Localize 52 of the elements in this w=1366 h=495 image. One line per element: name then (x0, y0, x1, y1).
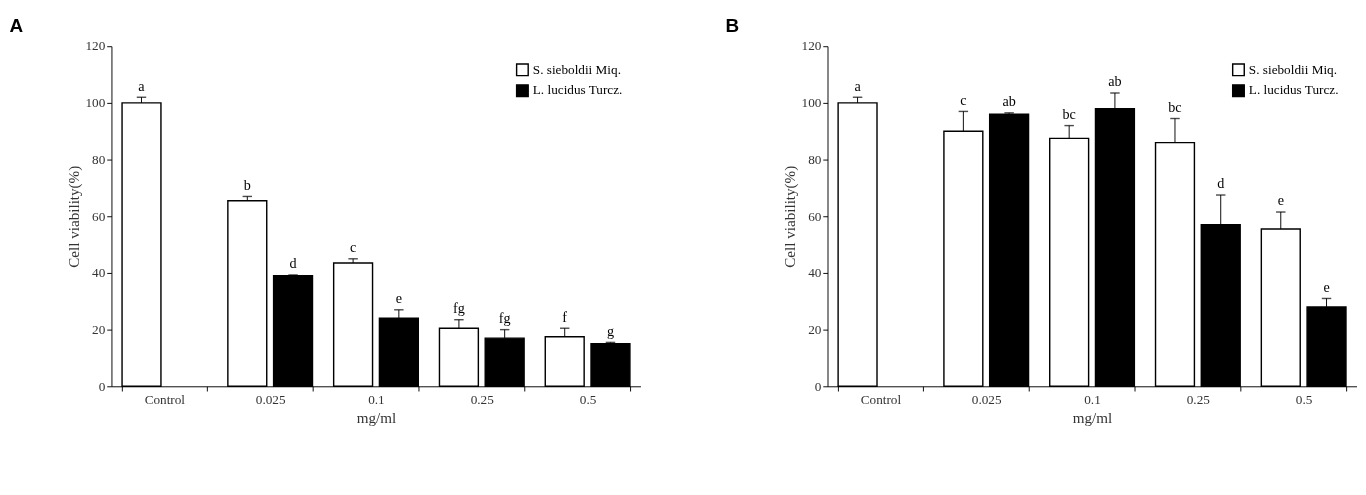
y-tick-label: 40 (808, 265, 822, 281)
x-tick-label: 0.5 (1295, 391, 1313, 407)
y-tick-label: 20 (92, 321, 106, 337)
data-label: d (1217, 175, 1225, 192)
y-axis-title: Cell viability(%) (65, 165, 83, 268)
y-axis-title: Cell viability(%) (781, 165, 799, 268)
legend-label: L. lucidus Turcz. (1248, 82, 1339, 98)
data-label: a (138, 77, 146, 94)
data-label: fg (453, 300, 465, 317)
chart-title: A (9, 15, 24, 37)
data-label: b (243, 176, 251, 193)
y-tick-label: 60 (808, 208, 822, 224)
y-tick-label: 100 (801, 95, 822, 111)
y-tick-label: 40 (92, 265, 106, 281)
data-label: bc (1168, 98, 1182, 115)
data-label: ab (1108, 73, 1122, 90)
data-label: bc (1062, 105, 1076, 122)
x-tick-label: 0.025 (971, 391, 1002, 407)
x-axis-title: mg/ml (356, 409, 397, 426)
x-tick-label: 0.1 (368, 391, 385, 407)
data-label: c (960, 91, 967, 108)
data-label: g (606, 322, 614, 339)
x-axis-title: mg/ml (1072, 409, 1113, 426)
y-tick-label: 80 (92, 151, 106, 167)
x-tick-label: Control (860, 391, 902, 407)
data-label: fg (498, 310, 511, 327)
x-tick-label: Control (144, 391, 186, 407)
data-label: c (349, 239, 357, 256)
y-tick-label: 120 (801, 38, 822, 54)
x-tick-label: 0.5 (579, 391, 597, 407)
y-tick-label: 100 (85, 95, 106, 111)
y-tick-label: 0 (814, 378, 822, 394)
legend-label: S. sieboldii Miq. (1248, 61, 1337, 77)
y-tick-label: 60 (92, 208, 106, 224)
y-tick-label: 80 (808, 151, 822, 167)
x-tick-label: 0.1 (1084, 391, 1101, 407)
data-label: e (1277, 192, 1284, 209)
data-label: e (395, 290, 403, 307)
data-label: e (1323, 278, 1330, 295)
y-tick-label: 120 (85, 38, 106, 54)
chart-title: B (725, 15, 740, 37)
data-label: ab (1002, 93, 1016, 110)
x-tick-label: 0.25 (470, 391, 495, 407)
data-label: f (562, 308, 568, 325)
y-tick-label: 0 (98, 378, 106, 394)
x-tick-label: 0.25 (1186, 391, 1211, 407)
x-tick-label: 0.025 (255, 391, 286, 407)
legend-label: L. lucidus Turcz. (532, 82, 623, 98)
data-label: d (289, 255, 297, 272)
data-label: a (854, 77, 862, 94)
legend-label: S. sieboldii Miq. (532, 61, 621, 77)
y-tick-label: 20 (808, 321, 822, 337)
